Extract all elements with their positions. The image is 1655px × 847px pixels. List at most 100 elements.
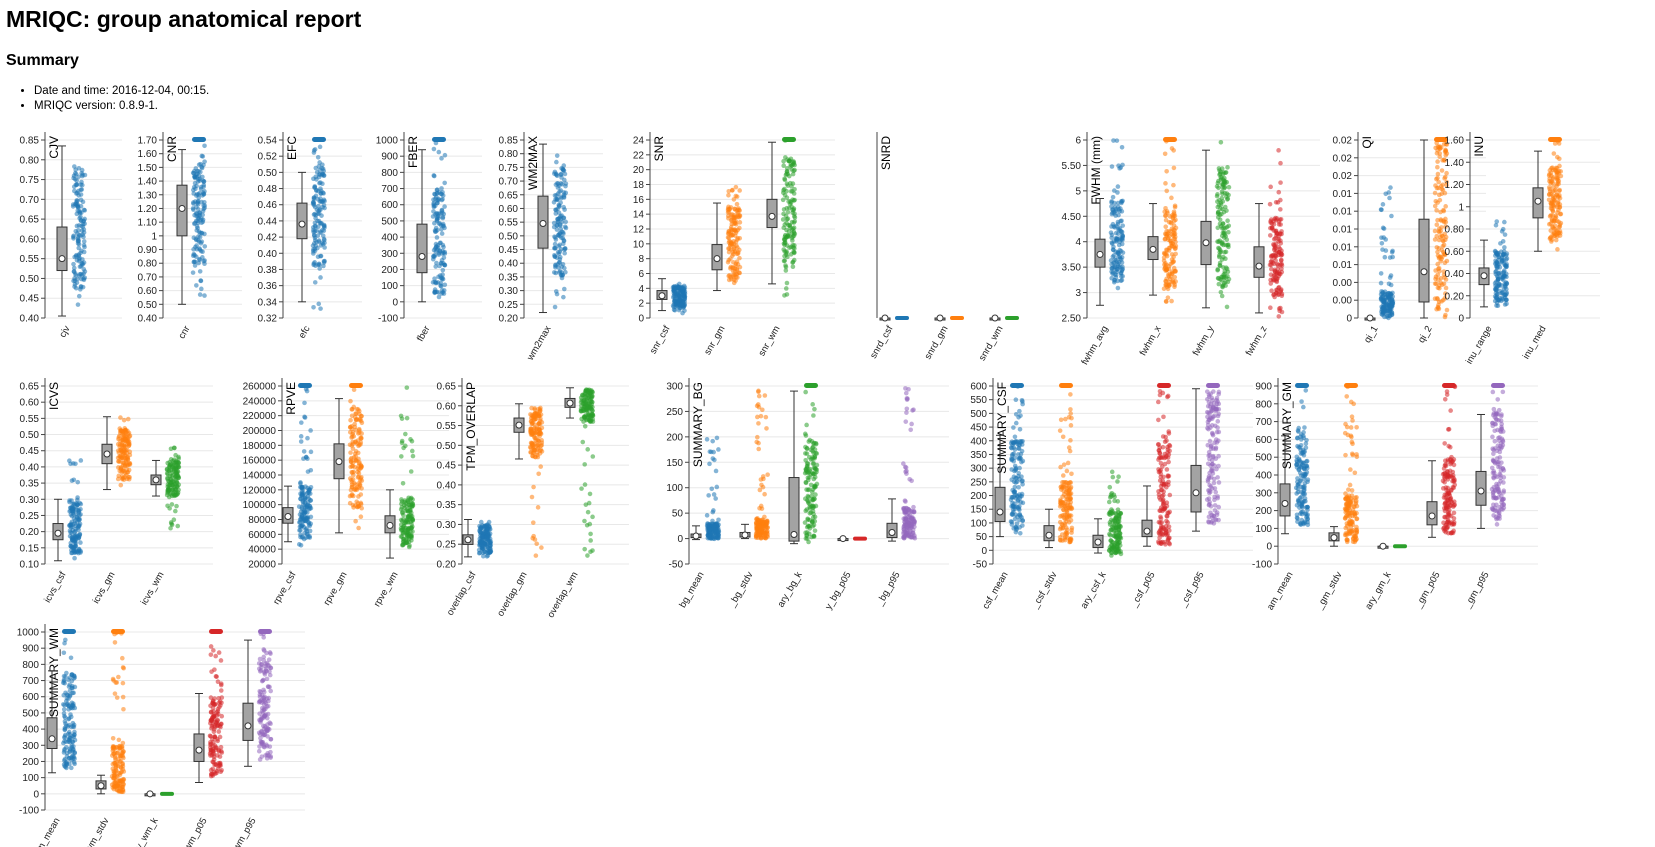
data-point	[310, 199, 316, 205]
y-tick-label: 0.02	[1333, 171, 1353, 182]
data-point	[1495, 277, 1501, 283]
data-point	[311, 229, 316, 235]
data-point	[551, 224, 557, 230]
y-tick-label: 0.20	[20, 527, 40, 538]
data-point	[1382, 289, 1388, 295]
data-point	[713, 468, 719, 474]
data-point	[123, 438, 129, 444]
y-tick-label: 200	[381, 265, 398, 276]
y-tick-label: 20	[633, 165, 645, 176]
y-tick-label: 0.10	[20, 560, 40, 571]
data-point	[1551, 219, 1556, 224]
strip-points-fber	[430, 137, 448, 300]
data-point	[911, 508, 917, 514]
data-point	[69, 550, 74, 556]
data-point	[169, 470, 175, 476]
data-point	[586, 500, 592, 506]
boxplot-tpm_overlap_csf	[462, 519, 474, 558]
data-point	[306, 520, 312, 525]
data-point	[1223, 242, 1229, 248]
data-point	[1116, 251, 1122, 256]
data-point	[811, 522, 817, 528]
data-point	[439, 186, 444, 191]
x-tick-label: fwhm_y	[1191, 324, 1217, 358]
data-point	[553, 270, 559, 276]
y-tick-label: 0.50	[20, 430, 40, 441]
chart-title: FBER	[406, 136, 420, 168]
data-point	[310, 248, 316, 254]
x-tick-label: icvs_wm	[139, 570, 167, 607]
saturated-points	[298, 383, 312, 388]
data-point	[1268, 281, 1274, 286]
strip-points-summary_bg_p95	[900, 386, 918, 541]
strip-points-icvs_gm	[115, 415, 133, 488]
data-point	[784, 169, 790, 174]
flat-points	[895, 316, 909, 320]
data-point	[754, 403, 760, 409]
data-point	[304, 516, 310, 521]
data-point	[440, 242, 446, 248]
data-point	[201, 184, 206, 190]
data-point	[75, 479, 81, 485]
iqr-box	[1418, 218, 1430, 303]
data-point	[400, 510, 405, 516]
data-point	[119, 447, 124, 452]
data-point	[410, 453, 416, 459]
x-tick-label: icvs_gm	[91, 570, 118, 606]
data-point	[432, 228, 438, 233]
x-tick-label: rpve_gm	[322, 570, 350, 608]
median-marker	[1202, 239, 1210, 247]
median-marker	[1420, 268, 1428, 276]
data-point	[734, 259, 740, 264]
data-point	[725, 210, 731, 215]
x-tick-label: snr_wm	[756, 324, 782, 358]
chart-cjv: 0.400.450.500.550.600.650.700.750.800.85…	[20, 132, 122, 340]
data-point	[320, 172, 325, 178]
data-point	[1492, 298, 1498, 304]
data-point	[437, 263, 442, 269]
data-point	[1226, 184, 1232, 190]
data-point	[318, 186, 323, 191]
data-point	[433, 248, 439, 254]
y-tick-label: 800	[381, 168, 398, 179]
data-point	[1381, 235, 1387, 240]
data-point	[196, 173, 202, 179]
data-point	[312, 184, 318, 189]
y-tick-label: 450	[970, 423, 987, 434]
data-point	[1217, 250, 1223, 255]
data-point	[315, 262, 321, 268]
strip-points-summary_bg_mean	[704, 435, 722, 542]
data-point	[716, 517, 721, 523]
data-point	[197, 269, 203, 274]
data-point	[711, 492, 717, 497]
y-tick-label: 100	[666, 483, 683, 494]
data-point	[1380, 299, 1386, 305]
y-tick-label: 0.25	[437, 540, 457, 551]
data-point	[538, 412, 544, 417]
data-point	[433, 264, 438, 269]
data-point	[1219, 166, 1225, 171]
data-point	[431, 173, 437, 178]
y-tick-label: 120000	[243, 485, 277, 496]
data-point	[811, 413, 816, 418]
median-marker	[881, 314, 889, 322]
data-point	[802, 520, 808, 525]
data-point	[562, 246, 568, 251]
data-point	[588, 531, 593, 537]
data-point	[318, 306, 323, 311]
data-point	[810, 455, 815, 460]
data-point	[1387, 195, 1392, 201]
data-point	[1442, 260, 1448, 266]
strip-points-rpve_gm	[347, 383, 365, 531]
data-point	[118, 428, 124, 433]
data-point	[585, 447, 591, 452]
data-point	[201, 162, 206, 168]
data-point	[1441, 208, 1447, 214]
data-point	[431, 197, 436, 202]
data-point	[790, 238, 795, 243]
data-point	[1216, 245, 1221, 251]
median-marker	[464, 536, 472, 544]
data-point	[1279, 309, 1285, 315]
data-point	[1386, 295, 1391, 300]
